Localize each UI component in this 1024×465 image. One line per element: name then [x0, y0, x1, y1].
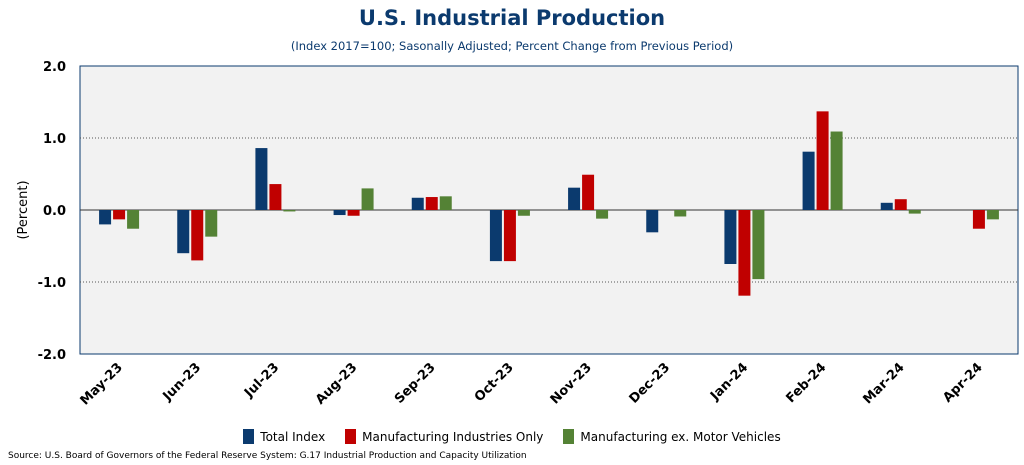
chart-subtitle: (Index 2017=100; Sasonally Adjusted; Per…: [290, 39, 734, 53]
legend-label: Manufacturing Industries Only: [362, 429, 544, 444]
bar: [439, 196, 452, 210]
bar: [205, 210, 218, 237]
y-tick-label: -2.0: [38, 348, 66, 363]
x-tick-label: Feb-24: [783, 360, 829, 406]
bar: [517, 210, 530, 216]
bar: [596, 210, 609, 219]
bar: [411, 197, 424, 210]
bar: [972, 210, 985, 229]
legend-swatch: [243, 429, 255, 444]
y-axis-label: (Percent): [16, 180, 31, 239]
bar: [333, 210, 346, 216]
bar: [113, 210, 126, 220]
bar: [752, 210, 765, 280]
x-tick-label: Dec-23: [627, 360, 674, 407]
bar: [269, 184, 282, 210]
bar: [361, 188, 374, 210]
y-tick-label: 0.0: [43, 204, 66, 219]
bar: [802, 151, 815, 210]
source-note: Source: U.S. Board of Governors of the F…: [8, 451, 527, 461]
bar: [425, 197, 438, 210]
legend-label: Manufacturing ex. Motor Vehicles: [580, 429, 781, 444]
x-tick-label: Sep-23: [392, 360, 439, 407]
x-tick-label: Jun-23: [160, 360, 204, 404]
bar: [908, 210, 921, 214]
x-tick-label: Jul-23: [241, 360, 282, 401]
bar: [738, 210, 751, 296]
bar: [646, 210, 659, 233]
bar: [674, 210, 687, 217]
bar: [127, 210, 140, 229]
y-tick-label: 1.0: [43, 132, 66, 147]
legend-swatch: [563, 429, 575, 444]
bar: [724, 210, 737, 264]
legend-item-total-index: Total Index: [243, 429, 325, 444]
bar: [255, 148, 268, 210]
x-tick-label: Apr-24: [940, 360, 985, 405]
bar: [489, 210, 502, 262]
bar: [177, 210, 190, 254]
bar: [880, 202, 893, 210]
bar: [503, 210, 516, 262]
bar: [830, 131, 843, 210]
chart-title: U.S. Industrial Production: [358, 6, 666, 30]
legend: Total Index Manufacturing Industries Onl…: [0, 429, 1024, 444]
bar: [347, 210, 360, 216]
x-tick-label: Aug-23: [313, 360, 360, 407]
legend-swatch: [345, 429, 357, 444]
bar: [582, 174, 595, 210]
bar: [568, 187, 581, 210]
legend-label: Total Index: [260, 429, 326, 444]
x-tick-label: Jan-24: [707, 360, 751, 404]
bar: [986, 210, 999, 220]
bar: [894, 199, 907, 210]
x-tick-label: Mar-24: [860, 360, 907, 407]
y-tick-label: -1.0: [38, 276, 66, 291]
bar: [816, 111, 829, 210]
legend-item-manufacturing-ex-motor: Manufacturing ex. Motor Vehicles: [563, 429, 781, 444]
bar: [191, 210, 204, 261]
bar: [283, 210, 296, 212]
x-tick-label: May-23: [78, 360, 126, 408]
legend-item-manufacturing: Manufacturing Industries Only: [345, 429, 543, 444]
y-tick-label: 2.0: [43, 60, 66, 75]
x-tick-label: Nov-23: [548, 360, 595, 407]
bar: [99, 210, 112, 225]
x-tick-label: Oct-23: [472, 360, 517, 405]
